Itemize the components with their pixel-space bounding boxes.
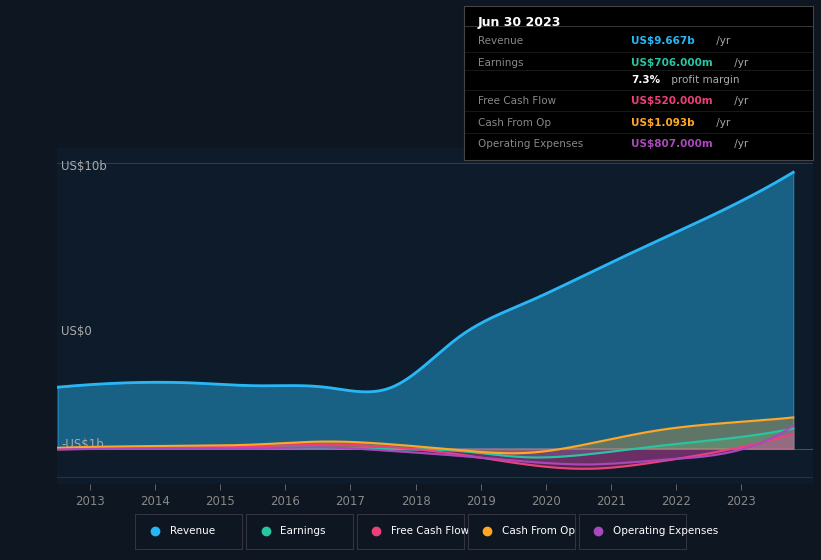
Text: Cash From Op: Cash From Op	[478, 118, 551, 128]
Text: Operating Expenses: Operating Expenses	[478, 139, 583, 149]
Text: US$807.000m: US$807.000m	[631, 139, 713, 149]
Text: profit margin: profit margin	[667, 74, 739, 85]
Text: /yr: /yr	[713, 118, 730, 128]
Text: US$520.000m: US$520.000m	[631, 96, 713, 106]
Text: Free Cash Flow: Free Cash Flow	[478, 96, 556, 106]
Text: US$10b: US$10b	[62, 160, 107, 173]
Text: US$706.000m: US$706.000m	[631, 58, 713, 68]
Text: US$1.093b: US$1.093b	[631, 118, 695, 128]
Text: US$9.667b: US$9.667b	[631, 36, 695, 46]
Text: Earnings: Earnings	[478, 58, 523, 68]
Text: /yr: /yr	[713, 36, 730, 46]
Text: Cash From Op: Cash From Op	[502, 526, 576, 536]
Text: Revenue: Revenue	[478, 36, 523, 46]
Text: Earnings: Earnings	[281, 526, 326, 536]
Text: Revenue: Revenue	[170, 526, 215, 536]
Text: Free Cash Flow: Free Cash Flow	[392, 526, 470, 536]
Text: /yr: /yr	[732, 96, 749, 106]
Text: /yr: /yr	[732, 58, 749, 68]
Text: US$0: US$0	[62, 325, 92, 338]
Text: -US$1b: -US$1b	[62, 437, 104, 451]
Text: Jun 30 2023: Jun 30 2023	[478, 16, 562, 29]
Text: 7.3%: 7.3%	[631, 74, 660, 85]
Text: Operating Expenses: Operating Expenses	[613, 526, 718, 536]
Text: /yr: /yr	[732, 139, 749, 149]
